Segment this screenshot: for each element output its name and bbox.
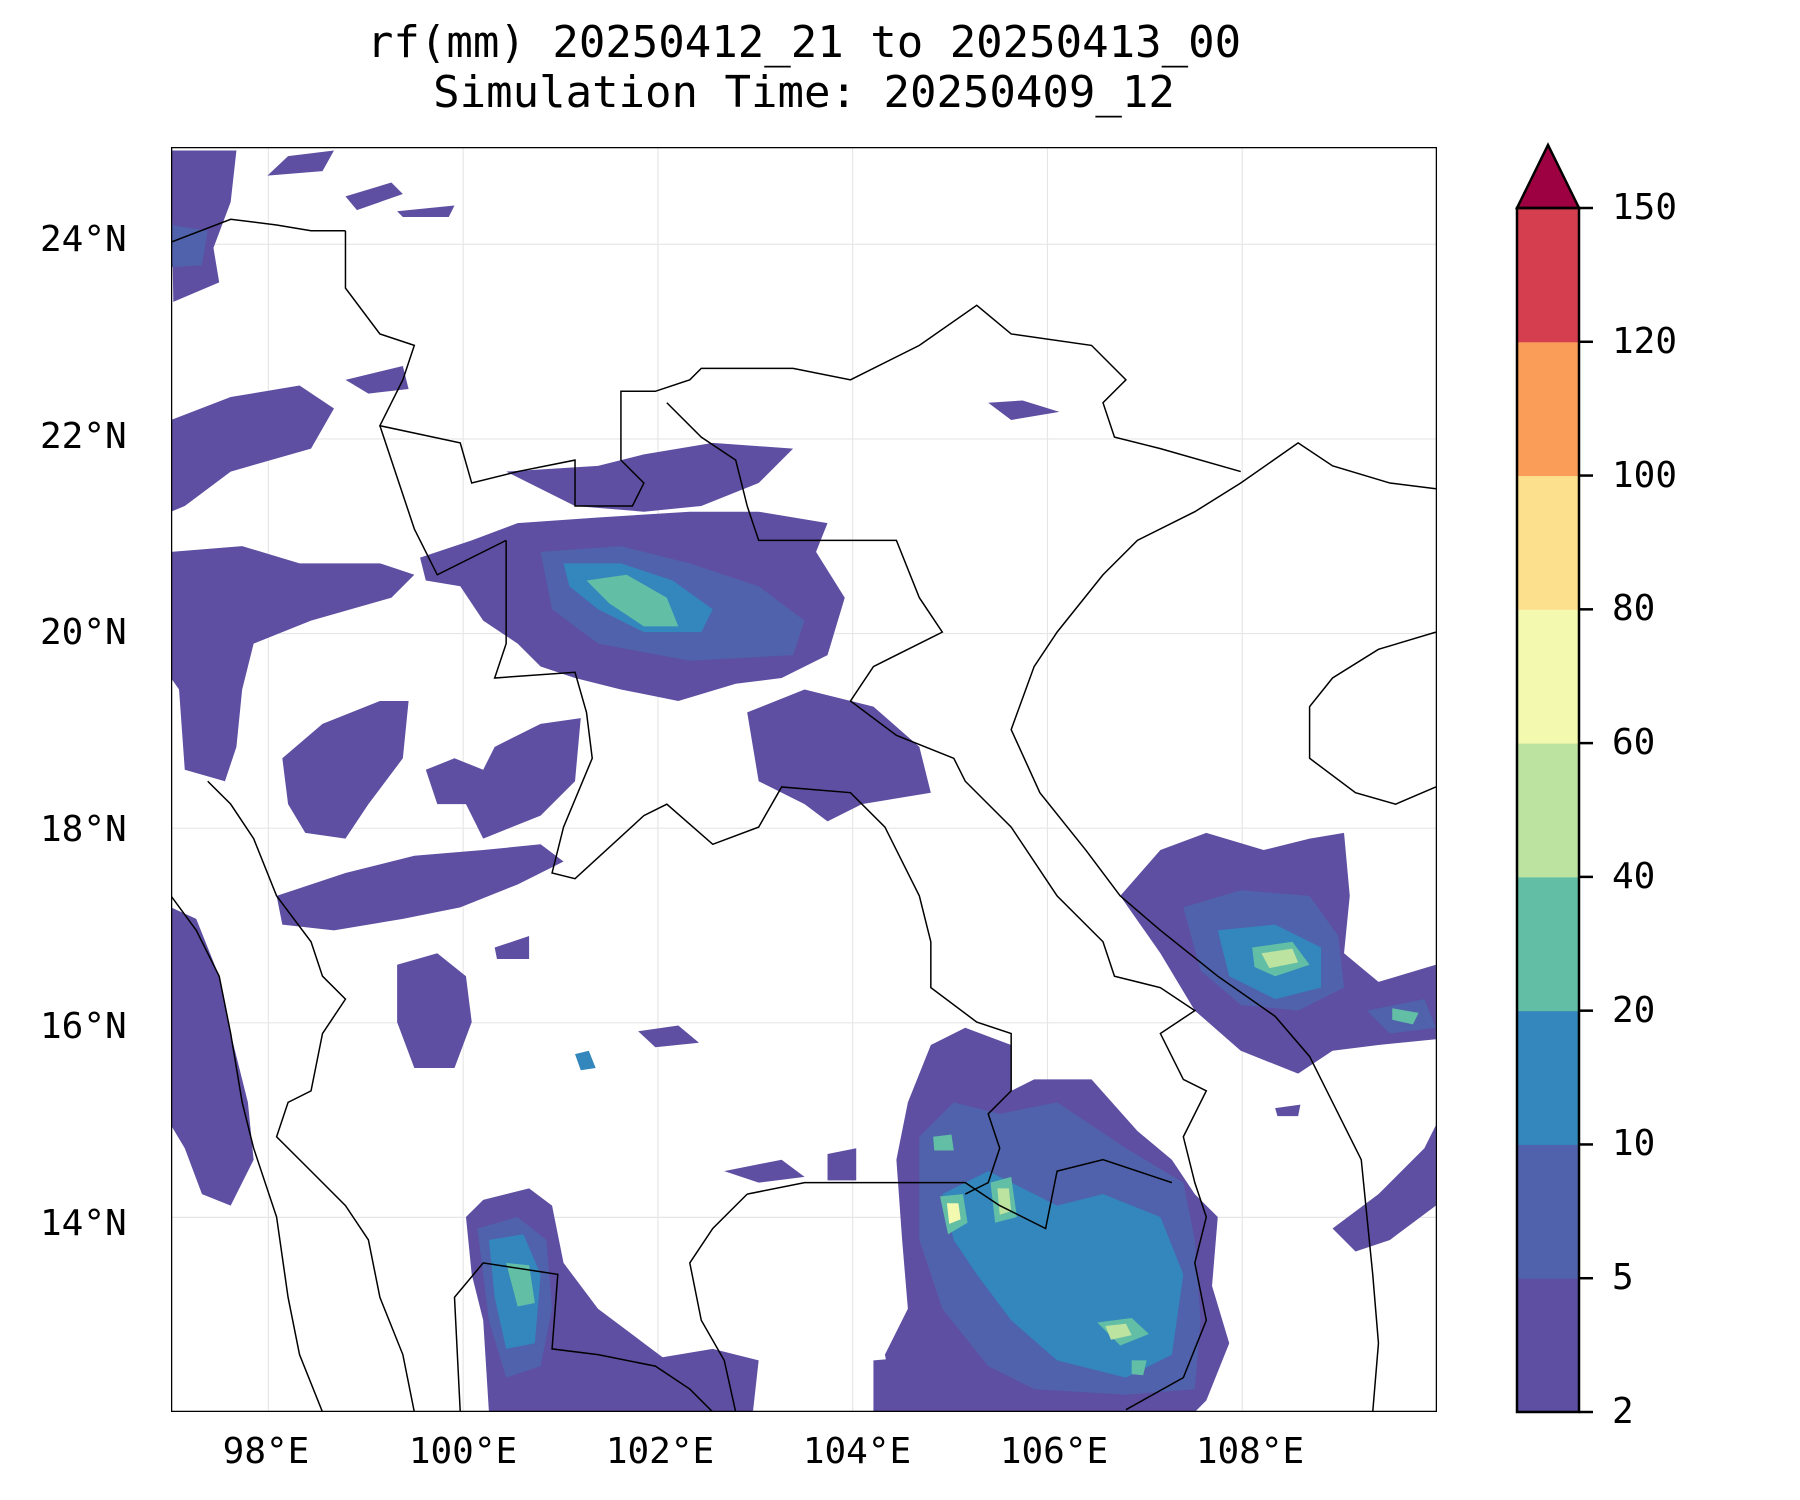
rain-contour-10-20 — [575, 1050, 596, 1071]
rain-contour-2-5 — [1275, 1104, 1301, 1117]
gulf-of-thailand-coast — [453, 1262, 714, 1412]
rain-contour-2-5 — [494, 936, 530, 959]
rain-contour-40-60 — [1261, 948, 1299, 969]
x-tick-label: 102°E — [605, 1431, 715, 1472]
rain-contour-2-5 — [276, 844, 564, 931]
rain-contour-2-5 — [397, 953, 472, 1068]
vietnam-coastline — [1010, 441, 1436, 1412]
colorbar-frame — [1515, 206, 1581, 1414]
colorbar-segment — [1517, 743, 1579, 878]
myanmar-coastline — [171, 895, 324, 1412]
colorbar-segment — [1517, 609, 1579, 744]
rain-contour-2-5 — [425, 758, 484, 805]
colorbar-tick-label: 150 — [1612, 187, 1678, 228]
chart-subtitle: Simulation Time: 20250409_12 — [433, 67, 1175, 118]
rain-contour-2-5 — [171, 546, 415, 782]
colorbar-tick-label: 20 — [1612, 989, 1656, 1031]
rain-contour-20-40 — [1392, 1008, 1419, 1025]
rain-contour-2-5 — [1332, 1125, 1436, 1252]
rain-contour-20-40 — [586, 574, 679, 627]
colorbar-tick-label: 5 — [1612, 1257, 1634, 1299]
colorbar-tick-label: 10 — [1612, 1123, 1656, 1165]
colorbar-extend-triangle — [1514, 142, 1582, 210]
rain-contour-2-5 — [643, 1348, 759, 1412]
rain-contour-2-5 — [171, 385, 334, 512]
rain-contour-40-60 — [997, 1188, 1012, 1215]
rain-contour-2-5 — [397, 205, 455, 217]
y-tick-label: 18°N — [40, 809, 127, 850]
chart-title: rf(mm) 20250412_21 to 20250413_00 — [366, 17, 1242, 68]
colorbar-segment — [1517, 876, 1579, 1012]
borders-coastlines — [171, 218, 1437, 1412]
laos-vietnam-border — [666, 402, 1208, 1411]
colorbar-segment — [1517, 475, 1579, 610]
rain-contour-2-5 — [345, 182, 403, 211]
colorbar-tick-label: 40 — [1612, 855, 1656, 897]
x-tick-label: 100°E — [408, 1431, 518, 1472]
rain-contour-20-40 — [933, 1134, 954, 1151]
colorbar-segment — [1517, 1010, 1579, 1145]
colorbar-tick-label: 60 — [1612, 722, 1656, 764]
colorbar-segment — [1517, 1278, 1579, 1413]
rain-contour-2-5 — [827, 1148, 857, 1181]
y-tick-label: 22°N — [40, 416, 127, 457]
y-tick-label: 14°N — [40, 1203, 127, 1244]
y-tick-label: 24°N — [40, 219, 127, 260]
cambodia-border — [747, 1158, 1173, 1230]
colorbar-tick-label: 80 — [1612, 588, 1656, 630]
myanmar-thai-border — [207, 780, 416, 1412]
colorbar-tick-label: 2 — [1612, 1391, 1634, 1432]
rain-contour-2-5 — [747, 689, 931, 822]
colorbar-segment — [1517, 341, 1579, 477]
rain-contour-2-5 — [638, 1025, 699, 1048]
rain-contour-2-5 — [724, 1159, 805, 1183]
rain-contour-2-5 — [345, 366, 409, 394]
rain-contour-40-60 — [1105, 1323, 1132, 1340]
rainfall-map — [171, 147, 1437, 1412]
rainfall-contours — [171, 150, 1436, 1412]
hainan-coastline — [1308, 631, 1437, 805]
rain-contour-2-5 — [171, 907, 254, 1206]
y-tick-label: 16°N — [40, 1006, 127, 1047]
rain-contour-2-5 — [171, 150, 237, 302]
x-tick-label: 106°E — [999, 1431, 1109, 1472]
rain-contour-5-10 — [171, 224, 208, 268]
colorbar-tick-label: 120 — [1612, 320, 1678, 362]
colorbar — [1514, 142, 1593, 1414]
x-tick-label: 98°E — [222, 1431, 310, 1472]
rain-contour-2-5 — [873, 1354, 989, 1412]
colorbar-segment — [1517, 208, 1579, 343]
rain-contour-2-5 — [465, 718, 581, 839]
thai-cambodia-border — [689, 1193, 748, 1412]
rain-contour-20-40 — [506, 1262, 535, 1307]
china-border — [344, 230, 1241, 507]
rain-contour-2-5 — [282, 700, 409, 839]
rain-contour-2-5 — [506, 442, 794, 512]
y-tick-label: 20°N — [40, 612, 127, 653]
colorbar-tick-label: 100 — [1612, 454, 1678, 496]
x-tick-label: 104°E — [802, 1431, 912, 1472]
colorbar-segment — [1517, 1144, 1579, 1279]
rain-contour-20-40 — [1131, 1360, 1147, 1376]
myanmar-china-border — [171, 218, 346, 243]
x-tick-label: 108°E — [1195, 1431, 1305, 1472]
rain-contour-2-5 — [267, 150, 334, 176]
rain-contour-2-5 — [988, 400, 1060, 420]
myanmar-laos-border — [379, 425, 507, 576]
rain-contour-60-80 — [946, 1203, 961, 1224]
thai-laos-border — [493, 540, 1012, 1195]
